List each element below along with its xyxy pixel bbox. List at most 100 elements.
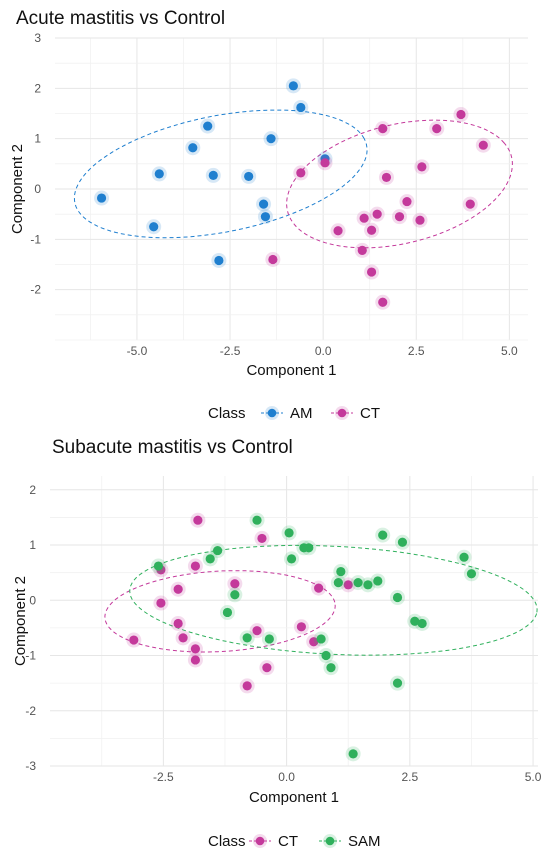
data-point (333, 226, 343, 236)
x-tick-label: -2.5 (220, 344, 241, 358)
series-sam (150, 512, 479, 762)
data-point (188, 143, 198, 153)
data-point (459, 552, 469, 562)
data-point (190, 655, 201, 665)
data-point (359, 213, 369, 223)
legend-key-dot (255, 836, 265, 846)
legend: Class CT SAM (208, 833, 381, 850)
y-tick-label: -2 (25, 704, 36, 718)
data-point (378, 297, 388, 307)
data-point (212, 545, 223, 556)
data-point (333, 578, 343, 588)
data-point (258, 199, 269, 209)
x-tick-label: -2.5 (153, 770, 174, 784)
data-point (415, 215, 425, 225)
legend-title: Class (208, 405, 246, 422)
data-point (230, 590, 240, 600)
legend-key-dot (267, 408, 277, 418)
legend-label-ct: CT (278, 833, 298, 850)
data-point (343, 580, 353, 590)
chart-title: Subacute mastitis vs Control (52, 437, 293, 458)
chart-plot-subacute: -2.5 0.0 2.5 5.0 -3 -2 -1 0 1 2 Component 1 Compone… (12, 476, 542, 850)
data-point (392, 678, 403, 688)
data-point (309, 637, 319, 647)
data-point (252, 626, 262, 636)
confidence-ellipse-ct (286, 119, 513, 249)
data-point (373, 576, 383, 586)
data-point (242, 633, 252, 643)
data-point (336, 566, 346, 577)
data-point (366, 225, 377, 235)
x-tick-label: -5.0 (127, 344, 148, 358)
data-point (190, 561, 201, 571)
chart-panel-subacute: Subacute mastitis vs Control -2.5 0.0 2.5 5… (0, 428, 550, 857)
data-point (417, 618, 427, 629)
data-point (410, 616, 420, 626)
series-ct (265, 107, 491, 310)
data-point (230, 579, 240, 589)
data-point (129, 635, 139, 645)
y-axis-label: Component 2 (9, 144, 26, 234)
data-point (214, 255, 224, 266)
legend-label-am: AM (290, 405, 313, 422)
data-point (96, 193, 107, 203)
x-axis-label: Component 1 (246, 362, 336, 379)
data-point (286, 554, 297, 564)
grid (50, 476, 538, 767)
legend: Class AM CT (208, 405, 380, 422)
data-point (366, 267, 377, 277)
y-axis-label: Component 2 (12, 576, 29, 666)
x-tick-label: 2.5 (408, 344, 425, 358)
chart-title: Acute mastitis vs Control (16, 8, 226, 29)
legend-key-dot (337, 408, 347, 418)
data-point (252, 515, 262, 525)
y-tick-label: 1 (29, 538, 36, 552)
x-tick-label: 5.0 (525, 770, 542, 784)
data-point (154, 169, 164, 179)
legend-title: Class (208, 833, 246, 850)
data-point (417, 162, 427, 172)
data-point (304, 543, 314, 553)
data-point (478, 140, 488, 150)
data-point (178, 633, 188, 643)
data-point (326, 663, 336, 673)
confidence-ellipse-sam (129, 544, 538, 656)
data-point (353, 578, 363, 588)
data-point (268, 254, 278, 265)
y-tick-label: -1 (30, 232, 41, 246)
data-point (208, 170, 218, 181)
data-point (153, 561, 164, 571)
data-point (264, 634, 274, 644)
x-tick-label: 2.5 (401, 770, 418, 784)
data-point (296, 622, 306, 632)
data-point (288, 81, 298, 91)
x-tick-label: 0.0 (278, 770, 295, 784)
chart-plot-acute: -5.0 -2.5 0.0 2.5 5.0 -2 -1 0 1 2 3 Component 1 Comp… (9, 31, 528, 422)
data-point (242, 681, 252, 691)
confidence-ellipse-ct (104, 570, 336, 653)
data-point (432, 124, 442, 134)
x-tick-label: 5.0 (501, 344, 518, 358)
series-ct (126, 512, 356, 694)
data-point (465, 199, 475, 209)
data-point (357, 245, 367, 256)
data-point (456, 109, 466, 120)
x-tick-label: 0.0 (315, 344, 332, 358)
y-tick-label: -1 (25, 649, 36, 663)
data-point (466, 569, 477, 579)
data-point (402, 196, 412, 207)
chart-panel-acute: Acute mastitis vs Control -5.0 -2.5 0.0 2.5… (0, 0, 550, 428)
legend-label-sam: SAM (348, 833, 381, 850)
data-point (205, 554, 215, 564)
data-point (203, 121, 213, 131)
data-point (348, 749, 358, 759)
data-point (149, 222, 159, 232)
data-point (320, 158, 330, 168)
data-point (381, 172, 392, 183)
legend-key-dot (325, 836, 335, 846)
x-axis-label: Component 1 (249, 789, 339, 806)
data-point (257, 533, 267, 544)
data-point (397, 537, 408, 547)
data-point (316, 634, 326, 644)
data-point (260, 212, 271, 222)
